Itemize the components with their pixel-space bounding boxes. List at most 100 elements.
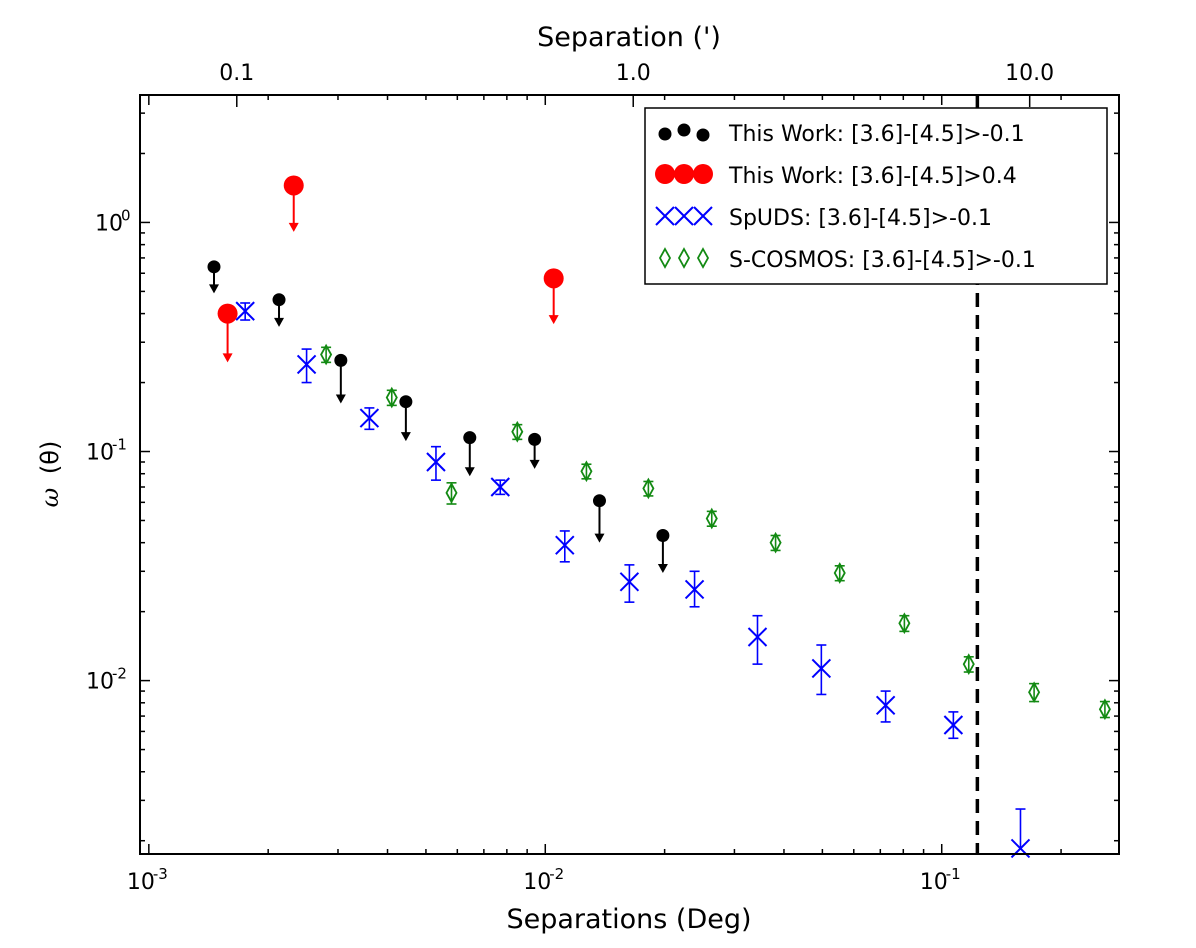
legend-label-spuds: SpUDS: [3.6]-[4.5]>-0.1	[729, 206, 992, 231]
s-cosmos-errorbar	[963, 656, 974, 673]
y-tick-label-exp: 0	[121, 206, 131, 224]
s-cosmos-errorbar	[770, 534, 781, 552]
legend-marker-s-cosmos	[658, 247, 672, 269]
top-axis-title: Separation (')	[537, 22, 721, 53]
this-work-red-upper-limit-arrow-head	[548, 315, 559, 325]
spuds-errorbar	[1015, 808, 1026, 849]
s-cosmos-errorbar	[899, 614, 910, 633]
legend-marker-this-work-red	[693, 164, 713, 184]
s-cosmos-errorbar	[1099, 700, 1110, 719]
legend-marker-spuds	[655, 206, 675, 226]
legend-marker-spuds-stroke-b	[693, 206, 713, 226]
this-work-all-point	[207, 260, 221, 274]
this-work-red-point	[283, 175, 304, 196]
spuds-point	[296, 354, 317, 375]
s-cosmos-point	[898, 612, 911, 635]
s-cosmos-point	[1098, 698, 1111, 721]
y-tick-label-base: 10	[86, 441, 114, 466]
spuds-point-stroke-b	[943, 715, 964, 735]
svg-text:ω (θ): ω (θ)	[36, 441, 64, 508]
spuds-point-stroke-b	[359, 408, 380, 428]
s-cosmos-errorbar	[386, 389, 397, 407]
spuds-errorbar	[752, 614, 763, 665]
s-cosmos-point	[705, 507, 718, 530]
legend-marker-s-cosmos	[677, 247, 691, 269]
this-work-all-upper-limit-arrow-head	[657, 563, 668, 573]
x-tick-label-exp: -3	[153, 865, 168, 883]
x-tick-label: 10-2	[523, 865, 564, 895]
legend-marker-this-work-all	[677, 123, 691, 137]
y-tick-label-exp: -2	[112, 665, 127, 683]
x-tick-label: 10-1	[920, 865, 961, 895]
this-work-all-point	[272, 293, 286, 307]
y-axis-title: ω (θ)	[36, 441, 64, 508]
x-tick-label-base: 10	[523, 870, 551, 895]
this-work-all-point	[334, 353, 348, 367]
s-cosmos-errorbar	[512, 423, 523, 441]
spuds-point	[684, 579, 705, 600]
s-cosmos-errorbar	[834, 565, 845, 582]
this-work-red-point	[217, 303, 238, 324]
this-work-red-point	[543, 268, 564, 289]
this-work-all-upper-limit-arrow-head	[594, 533, 605, 543]
this-work-all-point	[656, 528, 670, 542]
plot-frame	[139, 94, 1120, 855]
spuds-point	[359, 408, 380, 428]
this-work-all-upper-limit-arrow-head	[274, 317, 285, 327]
this-work-all-point	[528, 432, 542, 446]
y-tick-label-base: 10	[86, 670, 114, 695]
spuds-point	[555, 535, 575, 555]
y-axis-arg: (θ)	[36, 441, 64, 474]
x-tick-label: 10-3	[127, 865, 168, 895]
spuds-point-stroke-b	[555, 535, 575, 555]
x-tick-label-base: 10	[127, 870, 155, 895]
spuds-point	[490, 477, 510, 497]
legend-marker-this-work-red	[655, 164, 675, 184]
legend-marker-s-cosmos	[696, 247, 710, 269]
this-work-all-point	[463, 431, 477, 445]
top-tick-label: 10.0	[1005, 61, 1054, 86]
spuds-errorbar	[624, 564, 635, 603]
legend-marker-spuds	[693, 206, 713, 226]
s-cosmos-point	[445, 482, 458, 504]
spuds-point-stroke-b	[875, 695, 896, 716]
this-work-all-upper-limit-arrow-head	[464, 467, 475, 477]
this-work-all-upper-limit-arrow-head	[529, 459, 540, 469]
this-work-red-upper-limit-arrow-head	[222, 353, 233, 363]
s-cosmos-point	[320, 343, 333, 366]
spuds-point	[747, 627, 768, 647]
s-cosmos-point	[769, 531, 782, 554]
y-tick-label: 100	[95, 206, 131, 236]
spuds-point-stroke-b	[490, 477, 510, 497]
spuds-point-stroke-b	[235, 301, 255, 321]
s-cosmos-point	[1028, 681, 1041, 704]
y-tick-label-base: 10	[95, 211, 123, 236]
legend-marker-this-work-all	[696, 128, 710, 142]
this-work-all-upper-limit-arrow-head	[335, 394, 346, 404]
spuds-point-stroke-b	[684, 579, 705, 600]
s-cosmos-point	[642, 477, 655, 500]
s-cosmos-errorbar	[643, 480, 654, 497]
legend-box	[644, 107, 1108, 285]
spuds-point	[943, 715, 964, 735]
spuds-point-stroke-b	[296, 354, 317, 375]
x-tick-label-exp: -2	[549, 865, 564, 883]
x-tick-label-base: 10	[920, 870, 948, 895]
top-tick-label: 0.1	[219, 61, 254, 86]
this-work-red-upper-limit-arrow-head	[288, 222, 299, 232]
legend-label-s-cosmos: S-COSMOS: [3.6]-[4.5]>-0.1	[729, 248, 1036, 273]
spuds-point-stroke-b	[747, 627, 768, 647]
y-axis-symbol: ω	[36, 488, 64, 508]
spuds-point	[811, 658, 832, 679]
x-axis-title: Separations (Deg)	[506, 904, 751, 935]
this-work-all-upper-limit-arrow-head	[208, 284, 219, 294]
this-work-all-upper-limit-arrow-head	[400, 432, 411, 442]
spuds-point	[619, 572, 640, 592]
legend-label-this-work-all: This Work: [3.6]-[4.5]>-0.1	[728, 122, 1025, 147]
spuds-point-stroke-b	[811, 658, 832, 679]
legend-marker-this-work-all	[658, 127, 672, 141]
spuds-point-stroke-b	[426, 452, 446, 472]
legend-marker-this-work-red	[674, 164, 694, 184]
this-work-all-point	[592, 494, 606, 508]
